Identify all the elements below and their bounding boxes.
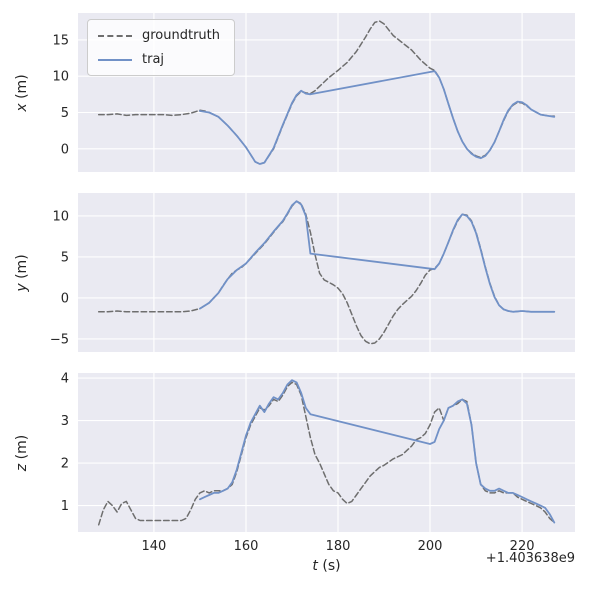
legend: groundtruth traj xyxy=(87,19,236,76)
legend-item-traj: traj xyxy=(98,52,220,67)
y-tick-label: 2 xyxy=(61,457,69,472)
y-tick-label: 5 xyxy=(61,106,69,121)
series-traj xyxy=(198,379,556,524)
y-axis-label-z: z (m) xyxy=(13,393,31,513)
y-tick-label: 1 xyxy=(61,499,69,514)
x-axis-offset-label: +1.403638e9 xyxy=(485,551,575,566)
ylabel-unit: (m) xyxy=(14,254,30,279)
y-tick-label: 15 xyxy=(52,33,69,48)
y-tick-label: 5 xyxy=(61,250,69,265)
legend-label: traj xyxy=(142,52,165,67)
x-tick-label: 200 xyxy=(418,539,443,554)
panel-background xyxy=(78,373,575,532)
dashed-line-icon xyxy=(98,34,132,37)
y-tick-label: 0 xyxy=(61,291,69,306)
y-tick-label: −5 xyxy=(50,332,69,347)
y-axis-label-y: y (m) xyxy=(13,213,31,333)
legend-item-groundtruth: groundtruth xyxy=(98,28,220,43)
y-tick-label: 0 xyxy=(61,142,69,157)
ylabel-unit: (m) xyxy=(14,74,30,99)
x-tick-label: 180 xyxy=(326,539,351,554)
x-tick-label: 220 xyxy=(510,539,535,554)
y-tick-label: 3 xyxy=(61,414,69,429)
x-axis-label: t (s) xyxy=(78,558,575,574)
legend-label: groundtruth xyxy=(142,28,221,43)
y-tick-label: 4 xyxy=(61,372,69,387)
y-tick-label: 10 xyxy=(52,209,69,224)
series-traj xyxy=(198,200,556,313)
x-tick-label: 160 xyxy=(234,539,259,554)
series-traj xyxy=(198,70,556,165)
y-axis-label-x: x (m) xyxy=(13,33,31,153)
ylabel-var: z xyxy=(14,463,30,472)
y-tick-label: 10 xyxy=(52,70,69,85)
xlabel-unit: (s) xyxy=(322,558,341,574)
x-tick-label: 140 xyxy=(141,539,166,554)
series-groundtruth xyxy=(97,381,556,526)
ylabel-var: y xyxy=(14,283,30,292)
panel-background xyxy=(78,193,575,352)
ylabel-unit: (m) xyxy=(14,434,30,460)
xlabel-var: t xyxy=(312,558,318,574)
ylabel-var: x xyxy=(14,103,30,112)
solid-line-icon xyxy=(98,58,132,61)
